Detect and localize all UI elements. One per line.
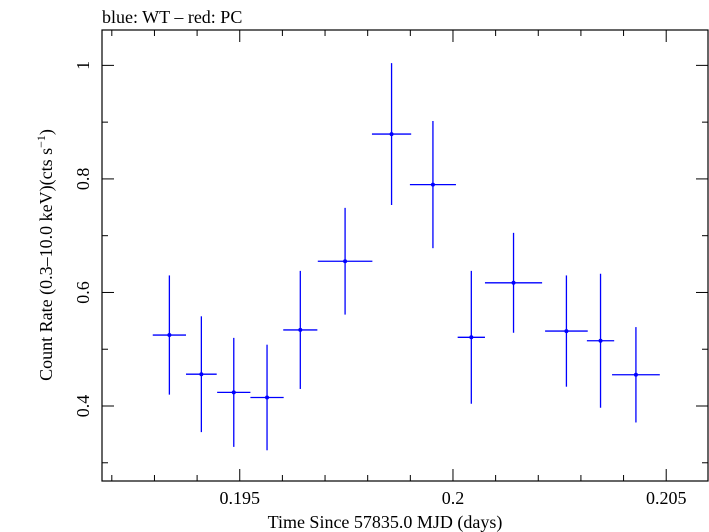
y-tick-label: 1 xyxy=(73,61,93,70)
y-axis-label: Count Rate (0.3–10.0 keV)(cts s−1) xyxy=(34,129,57,381)
data-point xyxy=(457,270,485,404)
data-marker xyxy=(389,132,394,137)
y-axis-label-main: Count Rate (0.3–10.0 keV)(cts s xyxy=(36,148,57,381)
x-tick-label: 0.195 xyxy=(219,488,260,508)
data-marker xyxy=(231,390,236,395)
x-axis-label: Time Since 57835.0 MJD (days) xyxy=(268,512,503,532)
data-marker xyxy=(167,333,172,338)
y-tick-label: 0.8 xyxy=(73,168,93,191)
data-point xyxy=(612,327,660,423)
data-marker xyxy=(298,327,303,332)
data-point xyxy=(152,275,187,395)
x-tick-label: 0.205 xyxy=(646,488,687,508)
data-marker xyxy=(265,395,270,400)
data-point xyxy=(186,316,217,433)
axis-ticks xyxy=(102,30,708,481)
data-point xyxy=(371,63,412,206)
data-marker xyxy=(564,329,569,334)
data-point xyxy=(545,275,588,387)
data-point xyxy=(409,121,456,249)
y-tick-label: 0.6 xyxy=(73,281,93,304)
data-point xyxy=(484,232,543,333)
data-point xyxy=(283,270,318,389)
data-marker xyxy=(199,372,204,377)
data-point xyxy=(586,273,615,408)
data-marker xyxy=(633,372,638,377)
x-tick-label: 0.2 xyxy=(442,488,465,508)
data-marker xyxy=(511,280,516,285)
chart-title: blue: WT – red: PC xyxy=(102,7,242,27)
y-axis-label-close: ) xyxy=(36,129,57,135)
y-tick-label: 0.4 xyxy=(73,395,93,418)
data-marker xyxy=(430,182,435,187)
plot-frame xyxy=(101,29,709,482)
data-marker xyxy=(469,335,474,340)
data-point xyxy=(317,207,373,315)
y-axis-label-exponent: −1 xyxy=(34,135,48,148)
data-point xyxy=(250,344,284,451)
data-point xyxy=(217,337,251,447)
data-marker xyxy=(343,259,348,264)
data-series xyxy=(152,63,660,451)
data-marker xyxy=(598,338,603,343)
axis-tick-labels: 0.195 0.2 0.205 0.4 0.6 0.8 1 xyxy=(73,61,686,508)
